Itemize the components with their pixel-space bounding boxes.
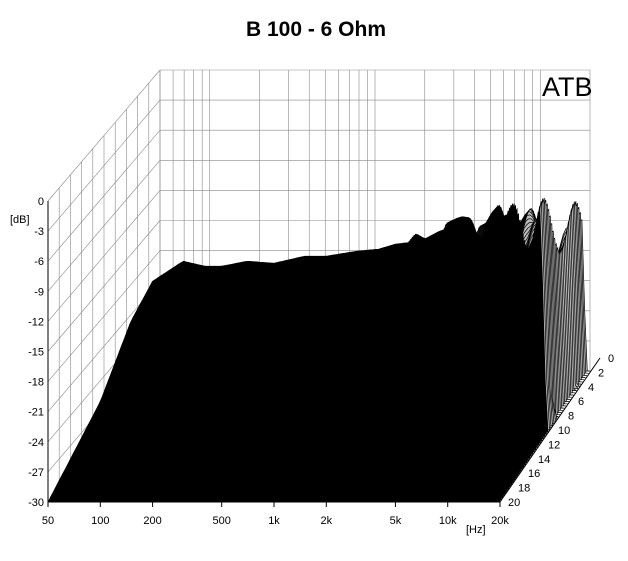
- z-tick-label: 10: [558, 425, 570, 437]
- y-tick-label: -21: [28, 407, 44, 419]
- x-tick-label: 2k: [320, 515, 332, 527]
- spectral-slice: [47, 217, 501, 503]
- y-tick-label: -30: [28, 497, 44, 509]
- x-tick-label: 500: [213, 515, 231, 527]
- y-tick-label: -18: [28, 377, 44, 389]
- y-axis-label: [dB]: [10, 214, 30, 226]
- y-tick-label: -24: [28, 437, 44, 449]
- x-tick-label: 100: [91, 515, 109, 527]
- x-tick-label: 1k: [268, 515, 280, 527]
- y-tick-label: -15: [28, 347, 44, 359]
- y-tick-label: 0: [38, 196, 44, 208]
- z-tick-label: 14: [538, 454, 550, 466]
- x-tick-label: 50: [42, 515, 54, 527]
- brand-label: ATB: [542, 72, 593, 102]
- x-tick-label: 200: [143, 515, 161, 527]
- y-tick-label: -12: [28, 316, 44, 328]
- z-tick-label: 12: [548, 439, 560, 451]
- y-tick-label: -9: [34, 286, 44, 298]
- x-axis-label: [Hz]: [466, 524, 486, 536]
- z-tick-label: 18: [518, 483, 530, 495]
- y-tick-label: -27: [28, 467, 44, 479]
- y-tick-label: -3: [34, 226, 44, 238]
- x-tick-label: 5k: [390, 515, 402, 527]
- z-tick-label: 0: [608, 353, 614, 365]
- waterfall-surface: [47, 197, 590, 503]
- z-tick-label: 20: [508, 497, 520, 509]
- x-tick-label: 10k: [439, 515, 457, 527]
- chart-title: B 100 - 6 Ohm: [246, 18, 386, 41]
- z-tick-label: 16: [528, 468, 540, 480]
- z-tick-label: 6: [578, 396, 584, 408]
- z-axis-line: [499, 357, 601, 503]
- y-tick-label: -6: [34, 256, 44, 268]
- z-tick-label: 2: [598, 367, 604, 379]
- z-tick-label: 4: [588, 382, 594, 394]
- z-tick-label: 8: [568, 411, 574, 423]
- x-tick-label: 20k: [491, 515, 509, 527]
